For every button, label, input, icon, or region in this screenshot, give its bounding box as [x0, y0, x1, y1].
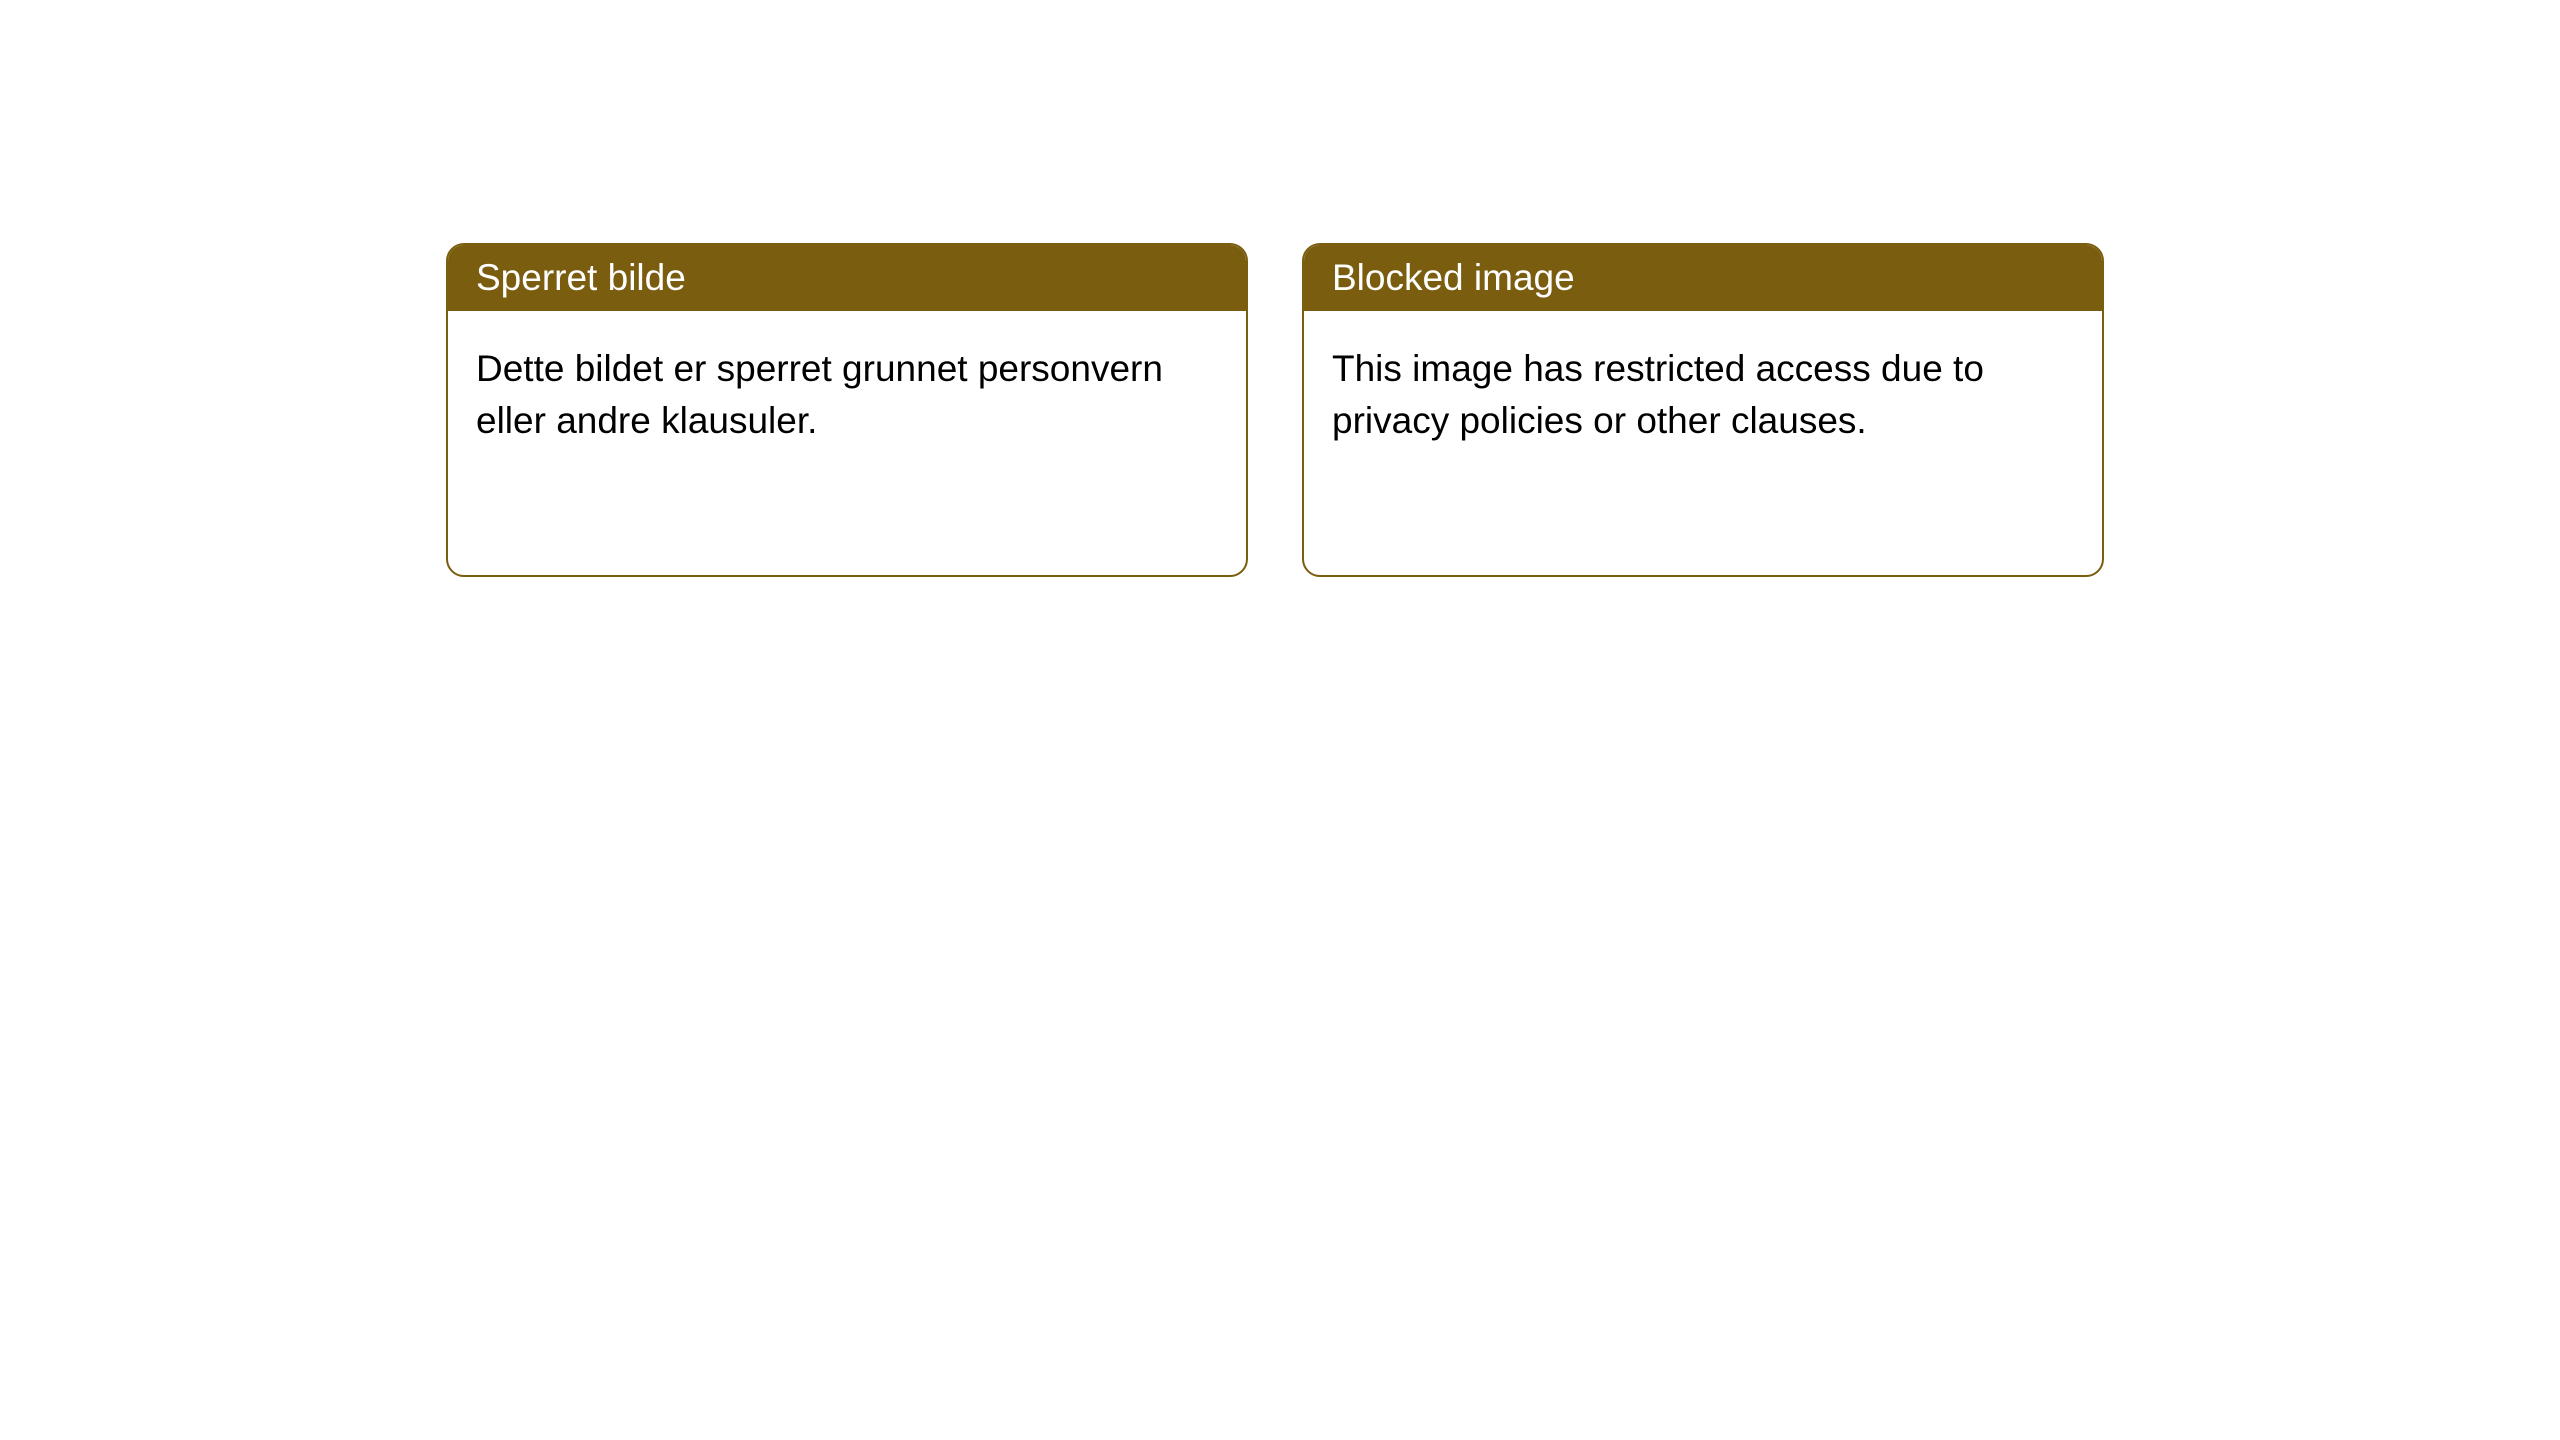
notice-container: Sperret bilde Dette bildet er sperret gr… — [446, 243, 2104, 577]
notice-card-norwegian: Sperret bilde Dette bildet er sperret gr… — [446, 243, 1248, 577]
notice-body-text: Dette bildet er sperret grunnet personve… — [476, 348, 1163, 441]
notice-title: Blocked image — [1332, 257, 1575, 298]
notice-card-header: Sperret bilde — [448, 245, 1246, 311]
notice-card-header: Blocked image — [1304, 245, 2102, 311]
notice-title: Sperret bilde — [476, 257, 686, 298]
notice-body-text: This image has restricted access due to … — [1332, 348, 1984, 441]
notice-card-english: Blocked image This image has restricted … — [1302, 243, 2104, 577]
notice-card-body: Dette bildet er sperret grunnet personve… — [448, 311, 1246, 479]
notice-card-body: This image has restricted access due to … — [1304, 311, 2102, 479]
